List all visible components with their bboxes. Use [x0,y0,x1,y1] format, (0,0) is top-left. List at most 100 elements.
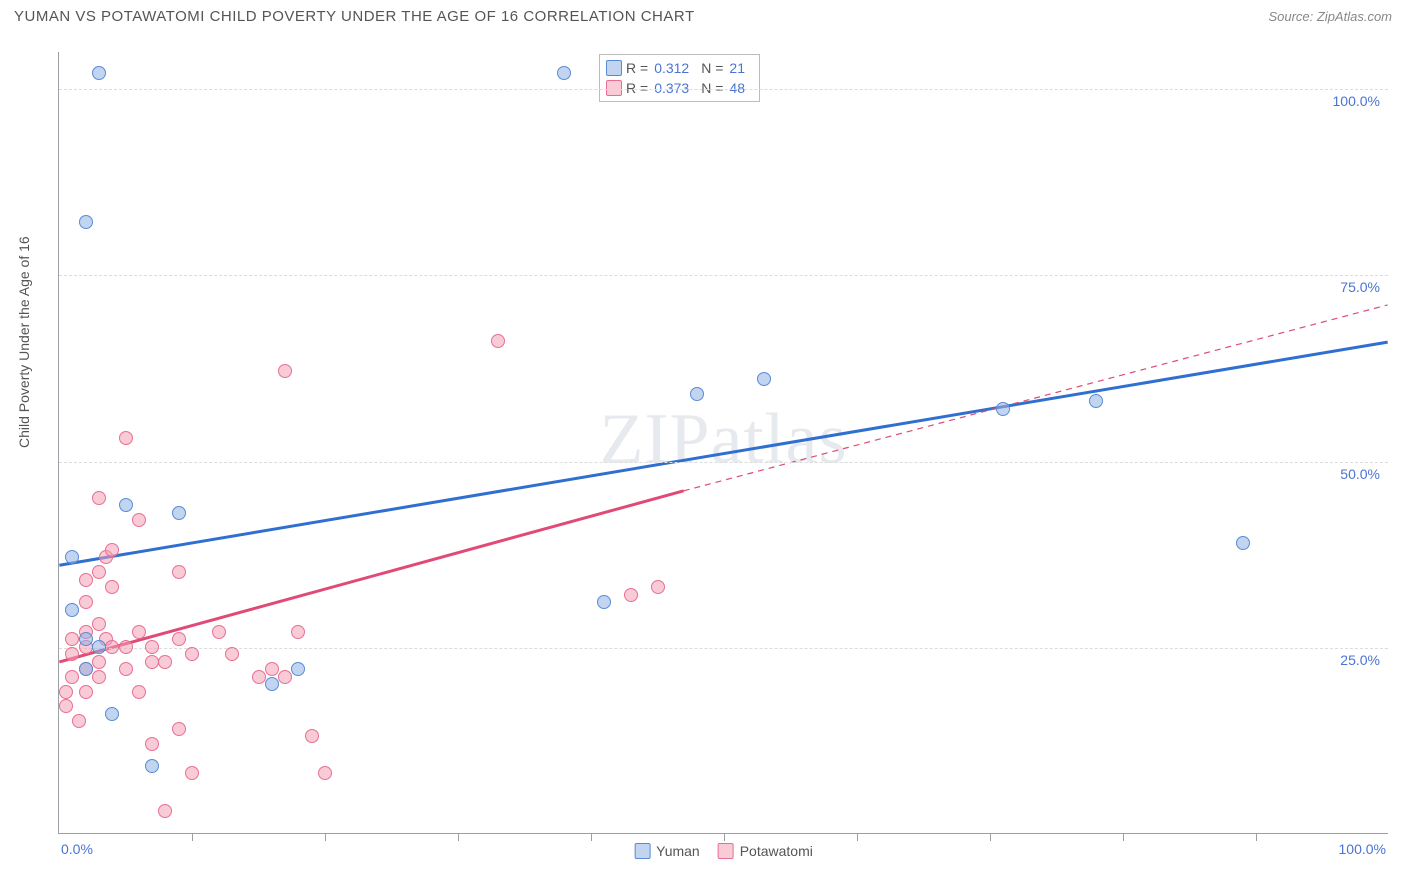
data-point-potawatomi [212,625,226,639]
data-point-potawatomi [119,662,133,676]
x-tick [724,833,725,841]
data-point-potawatomi [59,685,73,699]
data-point-potawatomi [65,647,79,661]
data-point-yuman [105,707,119,721]
y-tick-label: 50.0% [1340,466,1380,482]
legend-series: Yuman Potawatomi [634,843,813,859]
x-tick [591,833,592,841]
data-point-yuman [996,402,1010,416]
source-label: Source: ZipAtlas.com [1268,9,1392,24]
data-point-potawatomi [158,804,172,818]
data-point-yuman [557,66,571,80]
legend-r-label: R = [626,58,648,78]
legend-n-label: N = [701,78,723,98]
legend-swatch-potawatomi [606,80,622,96]
data-point-yuman [119,498,133,512]
x-tick [192,833,193,841]
data-point-yuman [79,632,93,646]
legend-r-label: R = [626,78,648,98]
data-point-yuman [265,677,279,691]
legend-swatch-potawatomi [718,843,734,859]
legend-swatch-yuman [634,843,650,859]
data-point-potawatomi [172,632,186,646]
data-point-potawatomi [145,655,159,669]
data-point-potawatomi [172,722,186,736]
data-point-potawatomi [65,632,79,646]
data-point-potawatomi [278,670,292,684]
data-point-potawatomi [158,655,172,669]
data-point-potawatomi [132,685,146,699]
legend-label-potawatomi: Potawatomi [740,843,813,859]
data-point-potawatomi [225,647,239,661]
x-tick [458,833,459,841]
legend-n-value-potawatomi: 48 [729,78,745,98]
data-point-yuman [65,603,79,617]
x-tick [1256,833,1257,841]
y-tick-label: 25.0% [1340,652,1380,668]
x-tick [990,833,991,841]
data-point-potawatomi [65,670,79,684]
legend-stats: R = 0.312 N = 21 R = 0.373 N = 48 [599,54,760,102]
gridline [59,648,1388,649]
data-point-potawatomi [624,588,638,602]
data-point-potawatomi [145,737,159,751]
trend-lines-layer [59,52,1388,833]
data-point-potawatomi [79,595,93,609]
legend-item-yuman: Yuman [634,843,700,859]
x-tick-label: 100.0% [1339,841,1386,857]
data-point-potawatomi [132,513,146,527]
data-point-potawatomi [59,699,73,713]
data-point-potawatomi [278,364,292,378]
legend-stats-row-yuman: R = 0.312 N = 21 [606,58,753,78]
y-axis-label: Child Poverty Under the Age of 16 [16,236,32,448]
data-point-yuman [92,66,106,80]
data-point-potawatomi [79,573,93,587]
data-point-yuman [145,759,159,773]
data-point-potawatomi [132,625,146,639]
gridline [59,275,1388,276]
x-tick-label: 0.0% [61,841,93,857]
data-point-yuman [79,662,93,676]
chart-title: YUMAN VS POTAWATOMI CHILD POVERTY UNDER … [14,8,695,25]
data-point-yuman [92,640,106,654]
data-point-yuman [1089,394,1103,408]
data-point-potawatomi [185,766,199,780]
x-tick [325,833,326,841]
data-point-yuman [1236,536,1250,550]
data-point-yuman [172,506,186,520]
legend-stats-row-potawatomi: R = 0.373 N = 48 [606,78,753,98]
data-point-potawatomi [105,580,119,594]
watermark: ZIPatlas [600,397,848,480]
title-row: YUMAN VS POTAWATOMI CHILD POVERTY UNDER … [8,8,1398,29]
correlation-chart: YUMAN VS POTAWATOMI CHILD POVERTY UNDER … [8,8,1398,884]
data-point-potawatomi [92,670,106,684]
data-point-yuman [79,215,93,229]
data-point-potawatomi [92,491,106,505]
data-point-potawatomi [92,565,106,579]
legend-label-yuman: Yuman [656,843,700,859]
data-point-potawatomi [291,625,305,639]
gridline [59,89,1388,90]
data-point-yuman [291,662,305,676]
gridline [59,462,1388,463]
x-tick [857,833,858,841]
data-point-yuman [65,550,79,564]
legend-item-potawatomi: Potawatomi [718,843,813,859]
data-point-potawatomi [185,647,199,661]
data-point-potawatomi [145,640,159,654]
data-point-potawatomi [252,670,266,684]
data-point-potawatomi [491,334,505,348]
legend-r-value-potawatomi: 0.373 [654,78,689,98]
data-point-potawatomi [92,655,106,669]
data-point-potawatomi [72,714,86,728]
legend-n-label: N = [701,58,723,78]
data-point-potawatomi [92,617,106,631]
data-point-potawatomi [79,685,93,699]
legend-n-value-yuman: 21 [729,58,745,78]
data-point-potawatomi [105,640,119,654]
y-tick-label: 75.0% [1340,279,1380,295]
legend-swatch-yuman [606,60,622,76]
legend-r-value-yuman: 0.312 [654,58,689,78]
y-tick-label: 100.0% [1333,93,1380,109]
data-point-yuman [757,372,771,386]
